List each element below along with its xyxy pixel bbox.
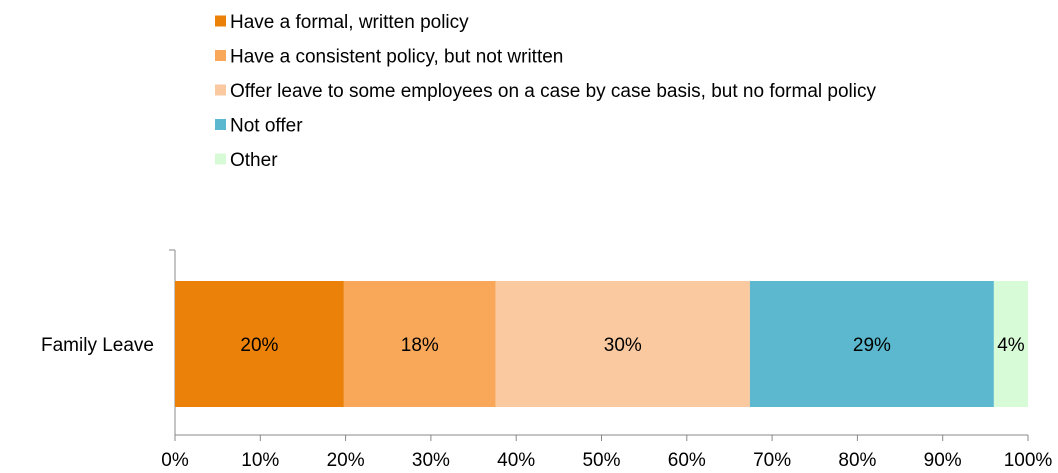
data-label: 30% <box>604 335 642 356</box>
legend-swatch <box>215 50 226 61</box>
x-tick-label: 80% <box>838 450 876 471</box>
x-tick-label: 60% <box>668 450 706 471</box>
category-label: Family Leave <box>41 335 154 356</box>
data-label: 18% <box>401 335 439 356</box>
y-categories: Family Leave <box>41 335 154 356</box>
legend-label: Have a formal, written policy <box>230 12 469 33</box>
x-tick-label: 10% <box>241 450 279 471</box>
x-tick-label: 20% <box>327 450 365 471</box>
bar-segment <box>175 281 344 407</box>
legend: Have a formal, written policy Have a cons… <box>215 12 876 171</box>
bar-segment <box>993 281 1028 407</box>
x-tick-label: 70% <box>753 450 791 471</box>
legend-label: Have a consistent policy, but not writte… <box>230 47 563 68</box>
bar-segment <box>495 281 750 407</box>
data-label: 20% <box>240 335 278 356</box>
legend-label: Offer leave to some employees on a case … <box>230 81 876 102</box>
x-tick-label: 100% <box>1004 450 1053 471</box>
bar-segment <box>749 281 994 407</box>
x-tick-label: 0% <box>161 450 189 471</box>
x-tick-label: 40% <box>497 450 535 471</box>
x-tick-label: 50% <box>582 450 620 471</box>
x-tick-label: 90% <box>924 450 962 471</box>
data-label: 4% <box>997 335 1025 356</box>
data-label: 29% <box>853 335 891 356</box>
x-tick-label: 30% <box>412 450 450 471</box>
bar-segment <box>343 281 496 407</box>
legend-swatch <box>215 153 226 165</box>
legend-swatch <box>215 119 226 130</box>
bars: 20% 18% 30% 29% 4% <box>175 281 1028 407</box>
legend-swatch <box>215 84 226 96</box>
legend-swatch <box>215 15 226 27</box>
legend-label: Not offer <box>230 116 303 137</box>
legend-label: Other <box>230 150 278 171</box>
x-ticks: 0% 10% 20% 30% 40% 50% 60% 70% 80% 90% 100% <box>161 435 1052 471</box>
